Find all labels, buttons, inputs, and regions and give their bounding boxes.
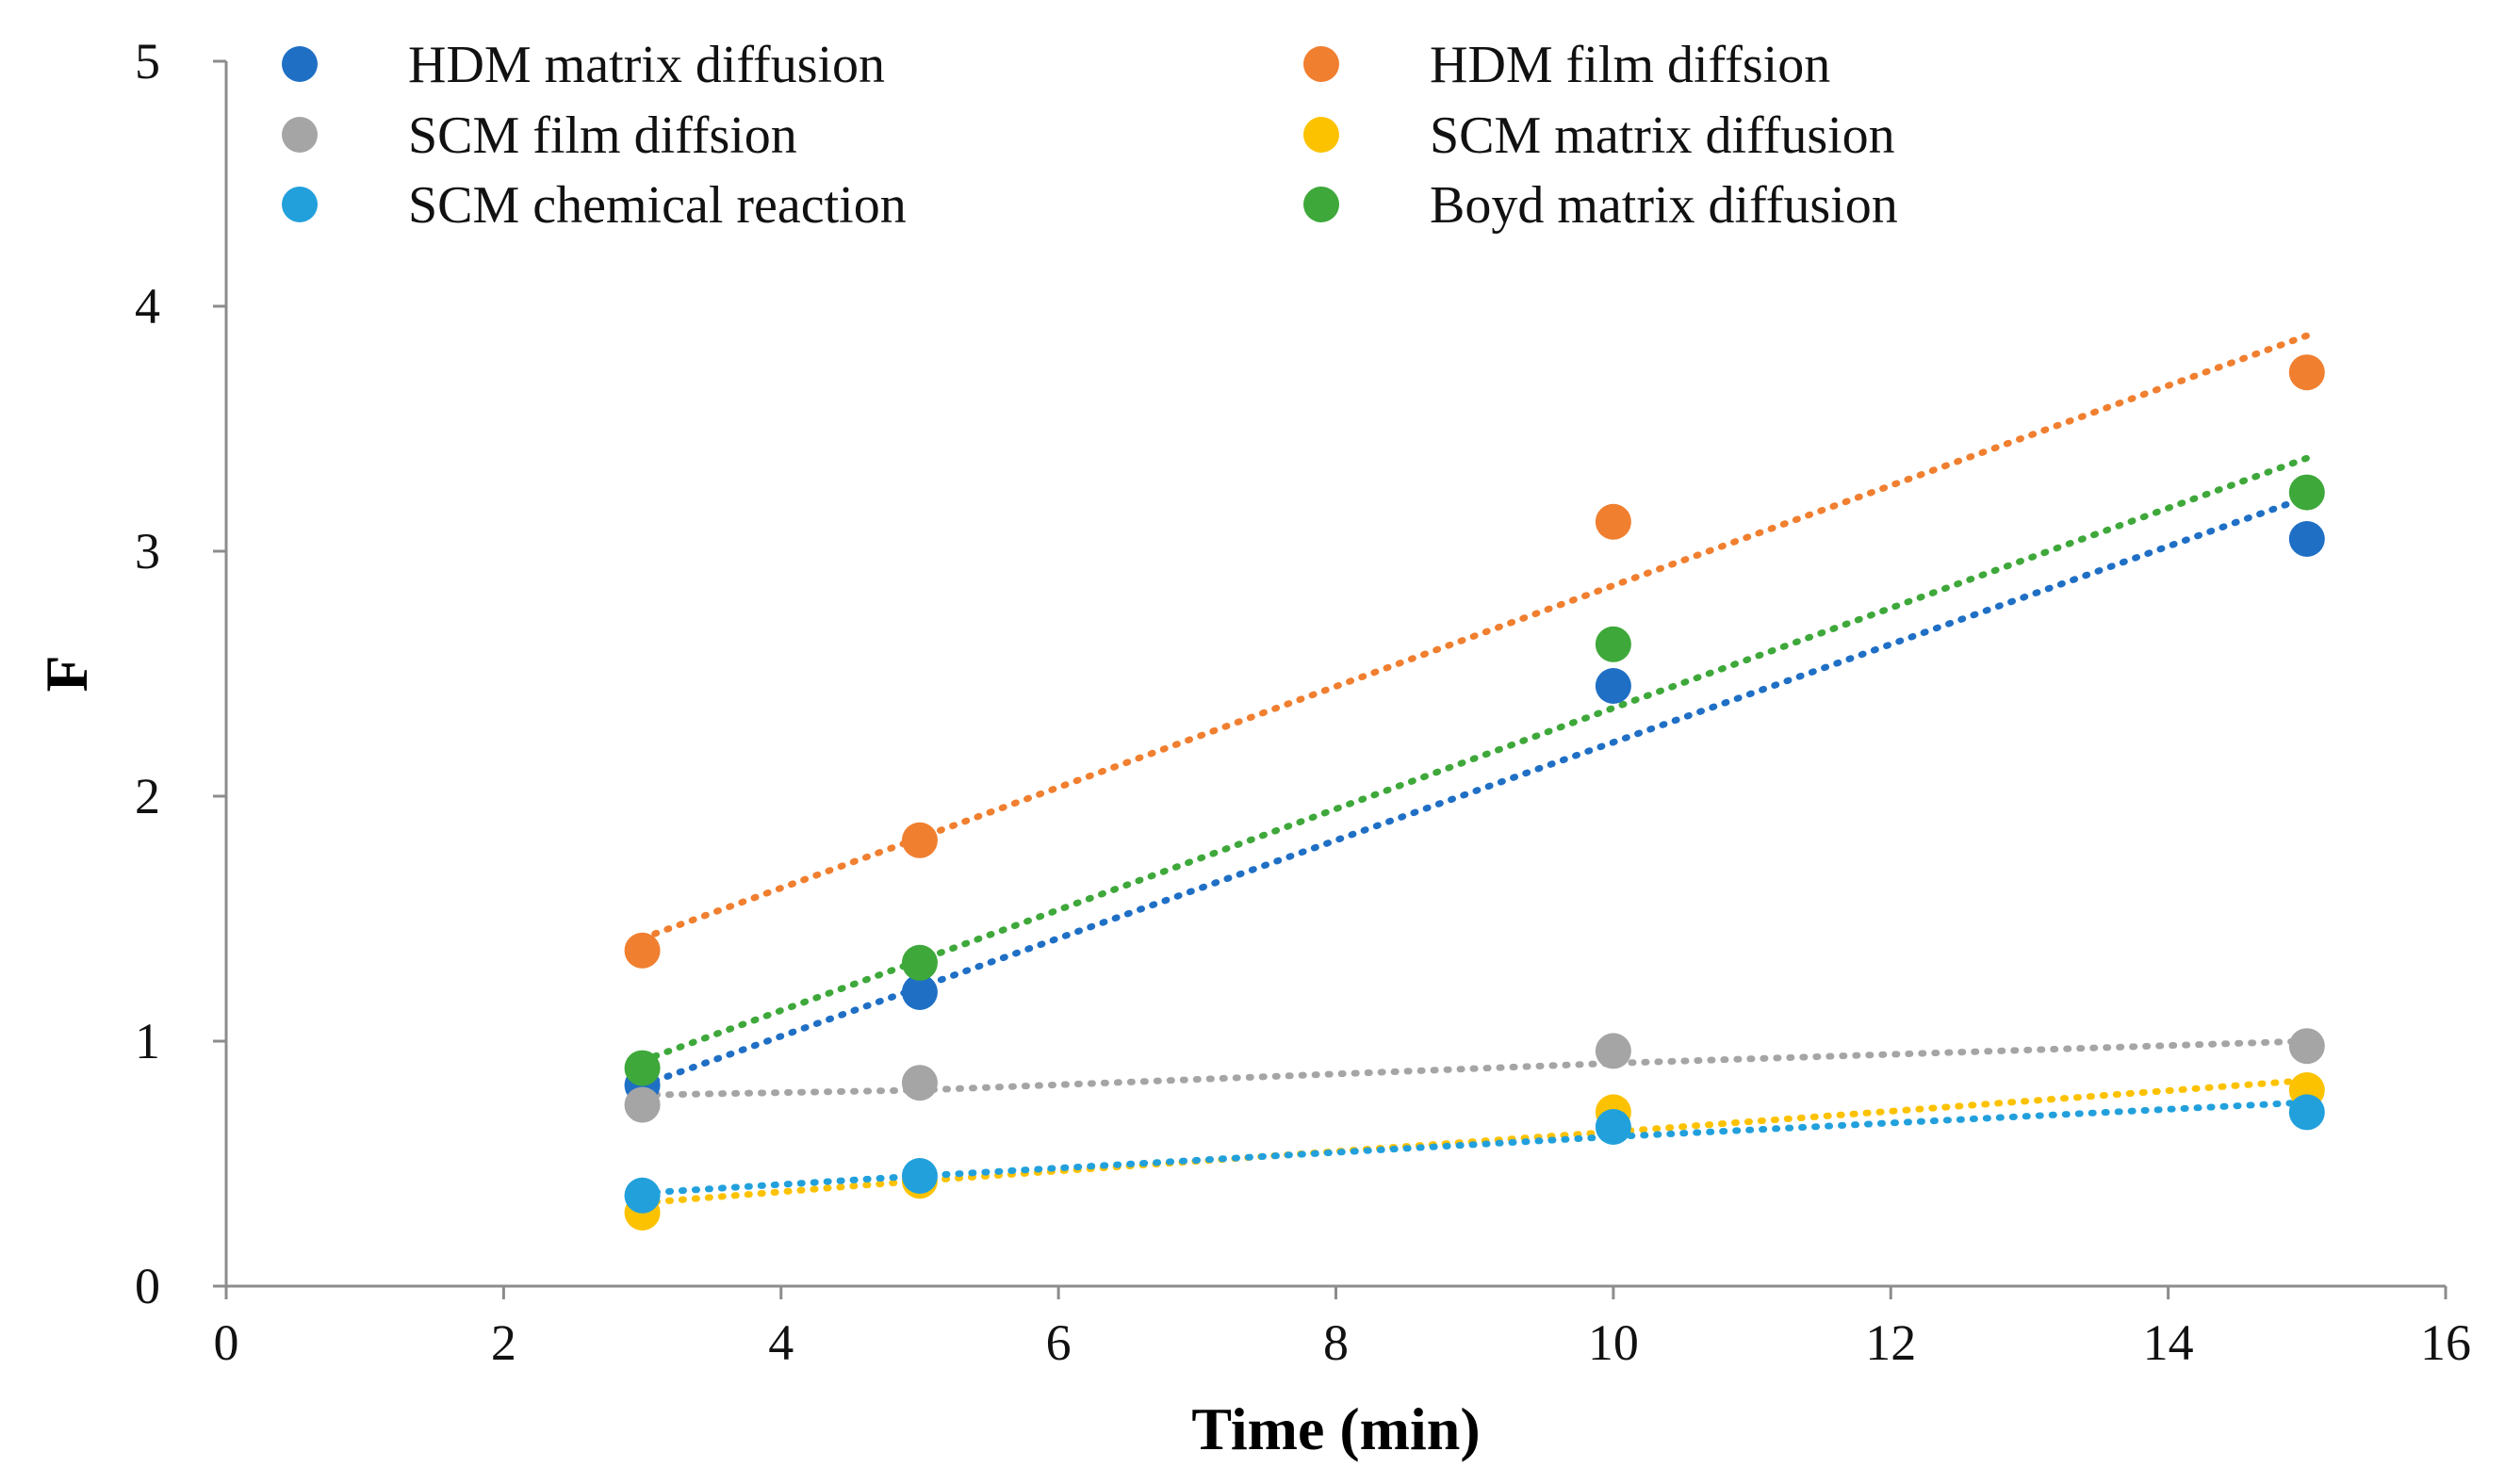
trendline-series-0 <box>639 494 2311 1089</box>
y-axis-title: F <box>33 655 100 692</box>
trendline-series-4 <box>639 1099 2311 1197</box>
x-tick-label: 6 <box>1046 1314 1072 1371</box>
trendlines <box>639 332 2311 1207</box>
axes <box>224 61 2446 1288</box>
legend-marker <box>282 46 318 82</box>
data-point-series-4 <box>2288 1094 2325 1131</box>
legend-marker <box>1303 46 1339 82</box>
data-point-series-5 <box>624 1050 661 1086</box>
y-tick-label: 2 <box>135 768 160 824</box>
legend-marker <box>1303 187 1339 222</box>
x-tick-label: 10 <box>1588 1314 1639 1371</box>
trendline-series-3 <box>639 1077 2311 1207</box>
data-point-series-2 <box>624 1086 661 1123</box>
x-tick-label: 16 <box>2420 1314 2471 1371</box>
x-axis-title: Time (min) <box>1191 1395 1480 1462</box>
data-point-series-0 <box>2288 521 2325 557</box>
data-point-series-5 <box>2288 474 2325 511</box>
data-point-series-0 <box>901 974 938 1010</box>
legend-marker <box>1303 117 1339 153</box>
data-point-series-1 <box>901 822 938 858</box>
x-tick-label: 0 <box>214 1314 239 1371</box>
x-tick-label: 12 <box>1865 1314 1916 1371</box>
data-point-series-4 <box>901 1158 938 1194</box>
legend-label: SCM matrix diffusion <box>1430 106 1895 165</box>
data-point-series-5 <box>901 944 938 981</box>
data-point-series-1 <box>1595 503 1631 540</box>
data-point-series-2 <box>901 1065 938 1101</box>
legend-label: HDM matrix diffusion <box>408 36 885 94</box>
data-point-series-4 <box>1595 1109 1631 1145</box>
data-point-series-5 <box>1595 626 1631 662</box>
legend-label: SCM film diffsion <box>408 106 797 165</box>
legend-marker <box>282 117 318 153</box>
data-point-series-2 <box>2288 1028 2325 1065</box>
data-point-series-1 <box>2288 354 2325 391</box>
y-tick-label: 5 <box>135 33 160 90</box>
y-tick-label: 1 <box>135 1013 160 1069</box>
y-tick-label: 3 <box>135 523 160 579</box>
y-axis-ticks: 0 1 2 3 4 5 <box>135 33 226 1314</box>
legend-marker <box>282 187 318 222</box>
trendline-series-5 <box>639 454 2311 1065</box>
x-tick-label: 2 <box>491 1314 516 1371</box>
y-tick-label: 4 <box>135 278 160 334</box>
trendline-series-2 <box>639 1037 2311 1099</box>
x-axis-ticks: 0 2 4 6 8 10 12 14 16 <box>214 1286 2471 1371</box>
data-point-series-0 <box>1595 668 1631 704</box>
x-tick-label: 8 <box>1323 1314 1349 1371</box>
data-point-series-1 <box>624 932 661 969</box>
data-points <box>624 354 2325 1231</box>
x-tick-label: 14 <box>2143 1314 2194 1371</box>
legend-label: HDM film diffsion <box>1430 36 1830 94</box>
legend-label: SCM chemical reaction <box>408 176 907 235</box>
data-point-series-2 <box>1595 1033 1631 1069</box>
trendline-series-1 <box>639 332 2311 942</box>
data-point-series-4 <box>624 1177 661 1214</box>
x-tick-label: 4 <box>768 1314 794 1371</box>
legend: HDM matrix diffusion HDM film diffsion SCM… <box>282 36 1898 235</box>
y-tick-label: 0 <box>135 1258 160 1314</box>
legend-label: Boyd matrix diffusion <box>1430 176 1898 235</box>
